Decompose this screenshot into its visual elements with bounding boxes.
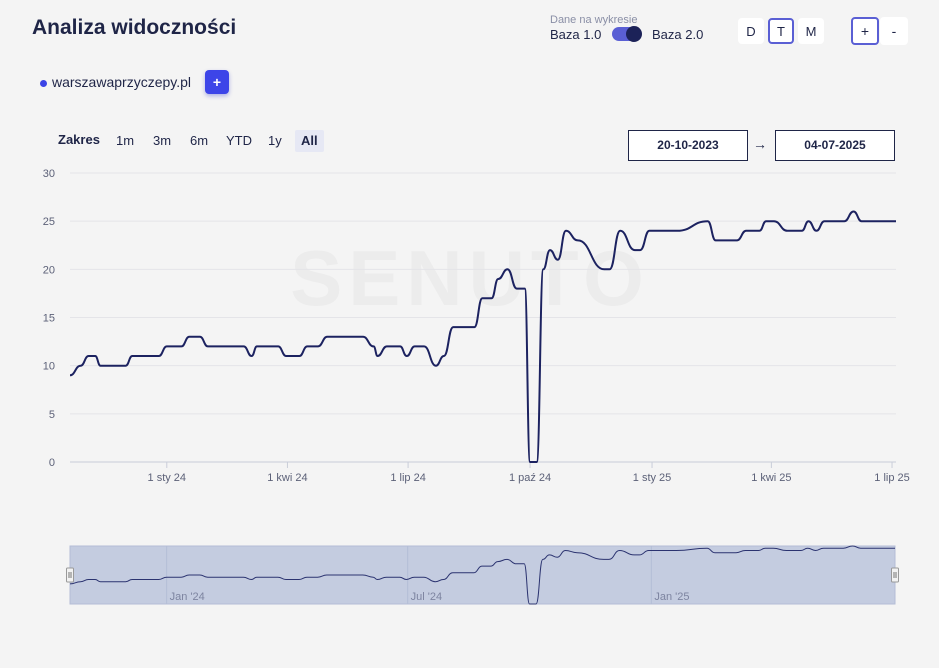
period-day-button[interactable]: D: [738, 18, 764, 44]
navigator-right-handle[interactable]: [891, 567, 899, 583]
series-line-0: [69, 210, 896, 463]
range-1m-button[interactable]: 1m: [116, 133, 135, 148]
range-1y-button[interactable]: 1y: [268, 133, 282, 148]
navigator-series-line-0: [69, 545, 895, 605]
zoom-out-button[interactable]: -: [880, 17, 908, 45]
navigator-label: Jul '24: [411, 591, 442, 603]
domain-name: warszawaprzyczepy.pl: [52, 74, 192, 90]
y-tick-label: 25: [43, 216, 55, 228]
y-tick-label: 15: [43, 313, 55, 325]
y-tick-label: 5: [49, 409, 55, 421]
date-to-input[interactable]: 04-07-2025: [775, 130, 895, 161]
svg-text:SENUTO: SENUTO: [290, 234, 650, 322]
date-from-input[interactable]: 20-10-2023: [628, 130, 748, 161]
x-tick-label: 1 lip 24: [390, 472, 425, 484]
navigator-left-handle[interactable]: [66, 567, 74, 583]
range-ytd-button[interactable]: YTD: [226, 133, 252, 148]
zoom-in-button[interactable]: +: [851, 17, 879, 45]
range-6m-button[interactable]: 6m: [190, 133, 209, 148]
period-week-button[interactable]: T: [768, 18, 794, 44]
base-2-label: Baza 2.0: [652, 27, 704, 42]
base-1-label: Baza 1.0: [550, 27, 602, 42]
navigator-label: Jan '24: [170, 591, 205, 603]
x-tick-label: 1 paź 24: [509, 472, 551, 484]
x-tick-label: 1 sty 24: [148, 472, 187, 484]
period-month-button[interactable]: M: [798, 18, 824, 44]
toggle-knob: [626, 26, 642, 42]
date-arrow: →: [753, 136, 767, 152]
page-title: Analiza widoczności: [32, 16, 237, 39]
data-source-label: Dane na wykresie: [550, 14, 638, 26]
range-all-button[interactable]: All: [295, 130, 324, 152]
navigator-selection[interactable]: [69, 545, 896, 605]
y-tick-label: 30: [43, 168, 55, 180]
base-toggle[interactable]: [612, 26, 642, 42]
add-domain-button[interactable]: +: [205, 70, 229, 94]
x-tick-label: 1 kwi 25: [751, 472, 791, 484]
x-tick-label: 1 sty 25: [633, 472, 672, 484]
y-tick-label: 20: [43, 264, 55, 276]
y-tick-label: 0: [49, 457, 55, 469]
range-3m-button[interactable]: 3m: [153, 133, 172, 148]
x-tick-label: 1 lip 25: [874, 472, 909, 484]
watermark: SENUTO: [290, 234, 650, 322]
range-label: Zakres: [58, 132, 100, 147]
domain-color-dot: [40, 80, 47, 87]
x-tick-label: 1 kwi 24: [267, 472, 307, 484]
navigator-label: Jan '25: [654, 591, 689, 603]
y-tick-label: 10: [43, 361, 55, 373]
